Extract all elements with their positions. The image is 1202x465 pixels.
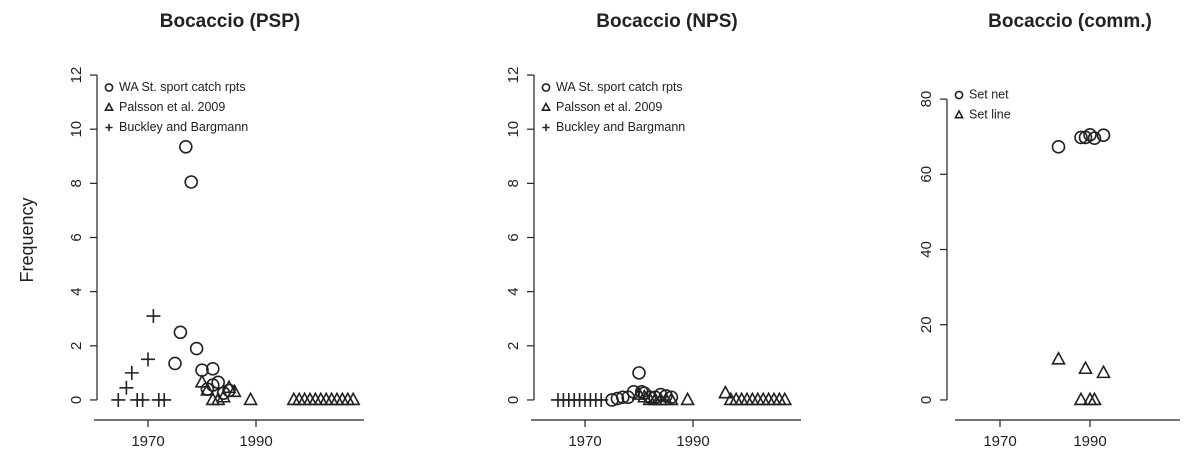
data-point bbox=[680, 391, 695, 406]
y-tick-label: 6 bbox=[68, 233, 85, 241]
x-tick-label: 1970 bbox=[131, 433, 164, 450]
data-point bbox=[615, 390, 630, 405]
data-point bbox=[211, 375, 225, 390]
y-tick-label: 6 bbox=[505, 233, 522, 241]
y-tick-label: 12 bbox=[68, 67, 85, 84]
data-point bbox=[1083, 128, 1097, 142]
x-tick-label: 1970 bbox=[983, 433, 1016, 450]
data-point bbox=[135, 392, 150, 407]
data-point bbox=[1073, 391, 1089, 406]
legend-label: WA St. sport catch rpts bbox=[119, 80, 246, 94]
y-tick-label: 12 bbox=[505, 67, 522, 84]
data-point bbox=[1087, 391, 1102, 406]
legend-label: Palsson et al. 2009 bbox=[556, 100, 662, 114]
y-tick-label: 10 bbox=[68, 121, 85, 138]
y-tick-label: 20 bbox=[918, 316, 935, 333]
data-point bbox=[157, 392, 172, 407]
data-point bbox=[632, 366, 646, 380]
y-tick-label: 4 bbox=[68, 287, 85, 295]
y-tick-label: 10 bbox=[505, 121, 522, 138]
y-tick-label: 0 bbox=[68, 396, 85, 404]
legend-marker bbox=[105, 123, 113, 132]
legend-label: Set net bbox=[969, 87, 1009, 101]
legend-marker bbox=[541, 101, 551, 111]
y-tick-label: 2 bbox=[505, 342, 522, 350]
data-point bbox=[189, 341, 204, 356]
chart-title: Bocaccio (comm.) bbox=[988, 11, 1152, 32]
legend-label: Buckley and Bargmann bbox=[556, 120, 685, 134]
y-tick-label: 0 bbox=[918, 396, 935, 404]
data-point bbox=[119, 380, 134, 395]
data-point bbox=[243, 391, 258, 406]
y-tick-label: 2 bbox=[68, 342, 85, 350]
legend-marker bbox=[541, 83, 551, 92]
data-point bbox=[345, 391, 361, 406]
data-point bbox=[146, 309, 161, 324]
y-tick-label: 80 bbox=[918, 91, 935, 108]
data-point bbox=[1074, 130, 1088, 145]
data-point bbox=[1096, 128, 1111, 142]
y-tick-label: 8 bbox=[68, 179, 85, 187]
data-point bbox=[111, 392, 126, 407]
x-tick-label: 1970 bbox=[568, 433, 601, 450]
data-point bbox=[221, 379, 237, 394]
data-point bbox=[124, 365, 139, 380]
x-tick-label: 1990 bbox=[676, 433, 709, 450]
data-point bbox=[1087, 131, 1102, 146]
data-point bbox=[227, 383, 242, 398]
legend-label: WA St. sport catch rpts bbox=[556, 80, 683, 94]
legend-label: Set line bbox=[969, 107, 1011, 121]
y-axis-label: Frequency bbox=[17, 197, 37, 282]
data-point bbox=[141, 352, 155, 367]
data-point bbox=[179, 139, 193, 154]
chart-title: Bocaccio (NPS) bbox=[596, 11, 737, 32]
legend-marker bbox=[954, 109, 964, 119]
legend-label: Palsson et al. 2009 bbox=[119, 100, 225, 114]
data-point bbox=[200, 382, 215, 396]
x-tick-label: 1990 bbox=[1073, 433, 1106, 450]
y-tick-label: 4 bbox=[505, 287, 522, 295]
data-point bbox=[206, 362, 220, 376]
data-point bbox=[718, 384, 733, 399]
data-point bbox=[194, 374, 210, 388]
data-point bbox=[664, 391, 679, 406]
chart-title: Bocaccio (PSP) bbox=[160, 11, 300, 32]
y-tick-label: 60 bbox=[918, 166, 935, 183]
data-point bbox=[210, 391, 226, 406]
data-point bbox=[777, 391, 793, 406]
data-point bbox=[173, 325, 188, 340]
data-point bbox=[184, 175, 198, 189]
data-point bbox=[1051, 351, 1066, 365]
data-point bbox=[216, 388, 231, 403]
data-point bbox=[594, 392, 609, 407]
y-tick-label: 40 bbox=[918, 241, 935, 258]
legend-label: Buckley and Bargmann bbox=[119, 120, 248, 134]
data-point bbox=[1051, 140, 1066, 154]
data-point bbox=[1078, 360, 1093, 375]
data-point bbox=[610, 391, 625, 406]
y-tick-label: 8 bbox=[505, 179, 522, 187]
legend-marker bbox=[542, 123, 550, 132]
legend-marker bbox=[954, 90, 964, 100]
data-point bbox=[1096, 364, 1111, 379]
y-tick-label: 0 bbox=[505, 396, 522, 404]
legend-marker bbox=[104, 101, 114, 111]
x-tick-label: 1990 bbox=[239, 433, 272, 450]
data-point bbox=[168, 356, 182, 371]
legend-marker bbox=[104, 83, 114, 92]
